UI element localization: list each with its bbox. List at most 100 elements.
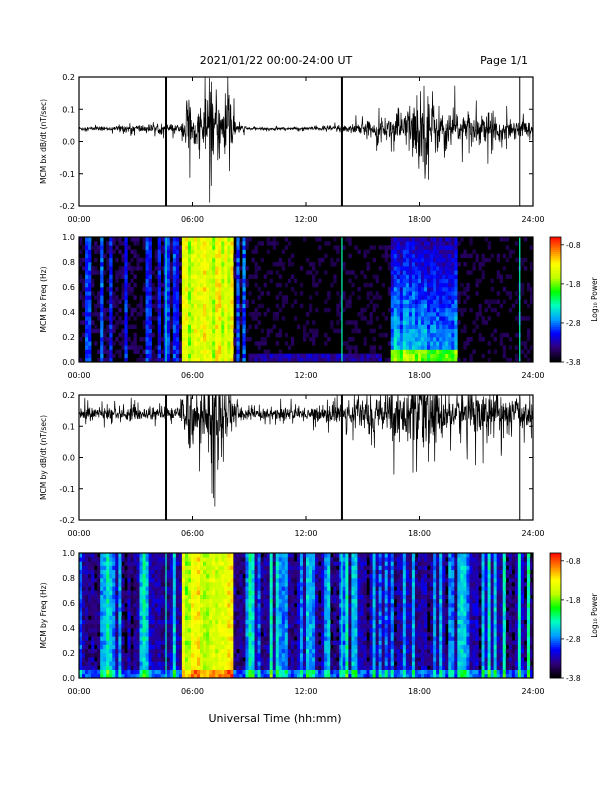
heatmap-cell xyxy=(130,582,134,587)
heatmap-cell xyxy=(430,278,434,284)
heatmap-cell xyxy=(296,603,301,608)
heatmap-cell xyxy=(254,607,258,612)
heatmap-cell xyxy=(445,291,449,296)
heatmap-cell xyxy=(399,345,404,350)
heatmap-cell xyxy=(299,615,304,620)
heatmap-cell xyxy=(145,324,149,329)
heatmap-cell xyxy=(251,665,255,670)
heatmap-cell xyxy=(427,249,431,254)
heatmap-cell xyxy=(136,349,140,354)
heatmap-cell xyxy=(133,632,137,637)
heatmap-cell xyxy=(163,237,168,242)
heatmap-cell xyxy=(269,603,274,608)
heatmap-cell xyxy=(203,274,207,279)
heatmap-cell xyxy=(190,661,195,666)
heatmap-cell xyxy=(460,253,464,259)
colorbar-segment xyxy=(550,320,561,323)
heatmap-cell xyxy=(254,632,258,637)
heatmap-cell xyxy=(424,320,428,325)
heatmap-cell xyxy=(230,257,234,263)
heatmap-cell xyxy=(184,303,189,309)
heatmap-cell xyxy=(281,615,286,620)
heatmap-cell xyxy=(203,607,207,612)
heatmap-cell xyxy=(451,332,455,338)
heatmap-cell xyxy=(224,565,228,570)
heatmap-cell xyxy=(151,357,155,363)
heatmap-cell xyxy=(157,611,162,616)
heatmap-cell xyxy=(136,345,140,350)
heatmap-cell xyxy=(139,653,143,658)
heatmap-cell xyxy=(227,245,231,250)
heatmap-cell xyxy=(460,291,464,296)
heatmap-cell xyxy=(260,623,264,629)
heatmap-cell xyxy=(142,553,146,558)
heatmap-cell xyxy=(166,623,171,629)
heatmap-cell xyxy=(169,648,174,654)
colorbar-frame xyxy=(549,236,562,363)
heatmap-cell xyxy=(118,590,122,595)
heatmap-cell xyxy=(106,249,110,254)
heatmap-cell xyxy=(427,295,431,300)
heatmap-cell xyxy=(209,628,213,633)
heatmap-cell xyxy=(194,274,198,279)
heatmap-cell xyxy=(278,632,283,637)
heatmap-cell xyxy=(82,278,86,284)
heatmap-cell xyxy=(448,274,452,279)
heatmap-cell xyxy=(209,586,213,591)
heatmap-cell xyxy=(523,345,528,350)
heatmap-cell xyxy=(203,565,207,570)
heatmap-cell xyxy=(430,299,434,304)
heatmap-cell xyxy=(520,257,525,263)
heatmap-cell xyxy=(436,245,440,250)
heatmap-cell xyxy=(263,557,267,562)
heatmap-cell xyxy=(263,274,267,279)
heatmap-cell xyxy=(312,320,316,325)
heatmap-cell xyxy=(427,312,431,317)
heatmap-cell xyxy=(172,573,177,579)
heatmap-cell xyxy=(290,287,295,292)
heatmap-cell xyxy=(269,590,274,595)
heatmap-cell xyxy=(369,345,373,350)
heatmap-cell xyxy=(79,619,83,625)
heatmap-cell xyxy=(421,266,425,271)
heatmap-cell xyxy=(172,328,177,334)
heatmap-cell xyxy=(448,270,452,275)
heatmap-cell xyxy=(336,328,340,334)
heatmap-cell xyxy=(139,586,143,591)
heatmap-cell xyxy=(115,573,119,579)
heatmap-cell xyxy=(269,569,274,575)
heatmap-cell xyxy=(408,237,413,242)
heatmap-cell xyxy=(436,299,440,304)
heatmap-cell xyxy=(97,303,101,309)
heatmap-cell xyxy=(181,282,186,288)
heatmap-cell xyxy=(124,270,128,275)
heatmap-cell xyxy=(306,586,310,591)
heatmap-cell xyxy=(209,615,213,620)
heatmap-cell xyxy=(378,345,382,350)
heatmap-cell xyxy=(212,553,216,558)
heatmap-cell xyxy=(100,611,104,616)
heatmap-cell xyxy=(103,619,107,625)
heatmap-cell xyxy=(106,569,110,575)
heatmap-cell xyxy=(354,328,358,334)
heatmap-cell xyxy=(181,665,186,670)
heatmap-cell xyxy=(266,632,270,637)
heatmap-cell xyxy=(360,316,364,321)
heatmap-cell xyxy=(402,249,407,254)
heatmap-cell xyxy=(151,353,155,359)
heatmap-cell xyxy=(218,598,222,604)
heatmap-cell xyxy=(88,623,92,629)
heatmap-cell xyxy=(197,598,201,604)
heatmap-cell xyxy=(405,345,410,350)
heatmap-cell xyxy=(175,320,180,325)
heatmap-cell xyxy=(115,565,119,570)
heatmap-cell xyxy=(227,241,231,246)
heatmap-cell xyxy=(321,353,325,359)
heatmap-cell xyxy=(142,586,146,591)
heatmap-cell xyxy=(469,241,473,246)
heatmap-cell xyxy=(106,628,110,633)
heatmap-cell xyxy=(200,357,204,363)
heatmap-cell xyxy=(427,316,431,321)
heatmap-cell xyxy=(187,345,192,350)
heatmap-cell xyxy=(233,673,237,679)
